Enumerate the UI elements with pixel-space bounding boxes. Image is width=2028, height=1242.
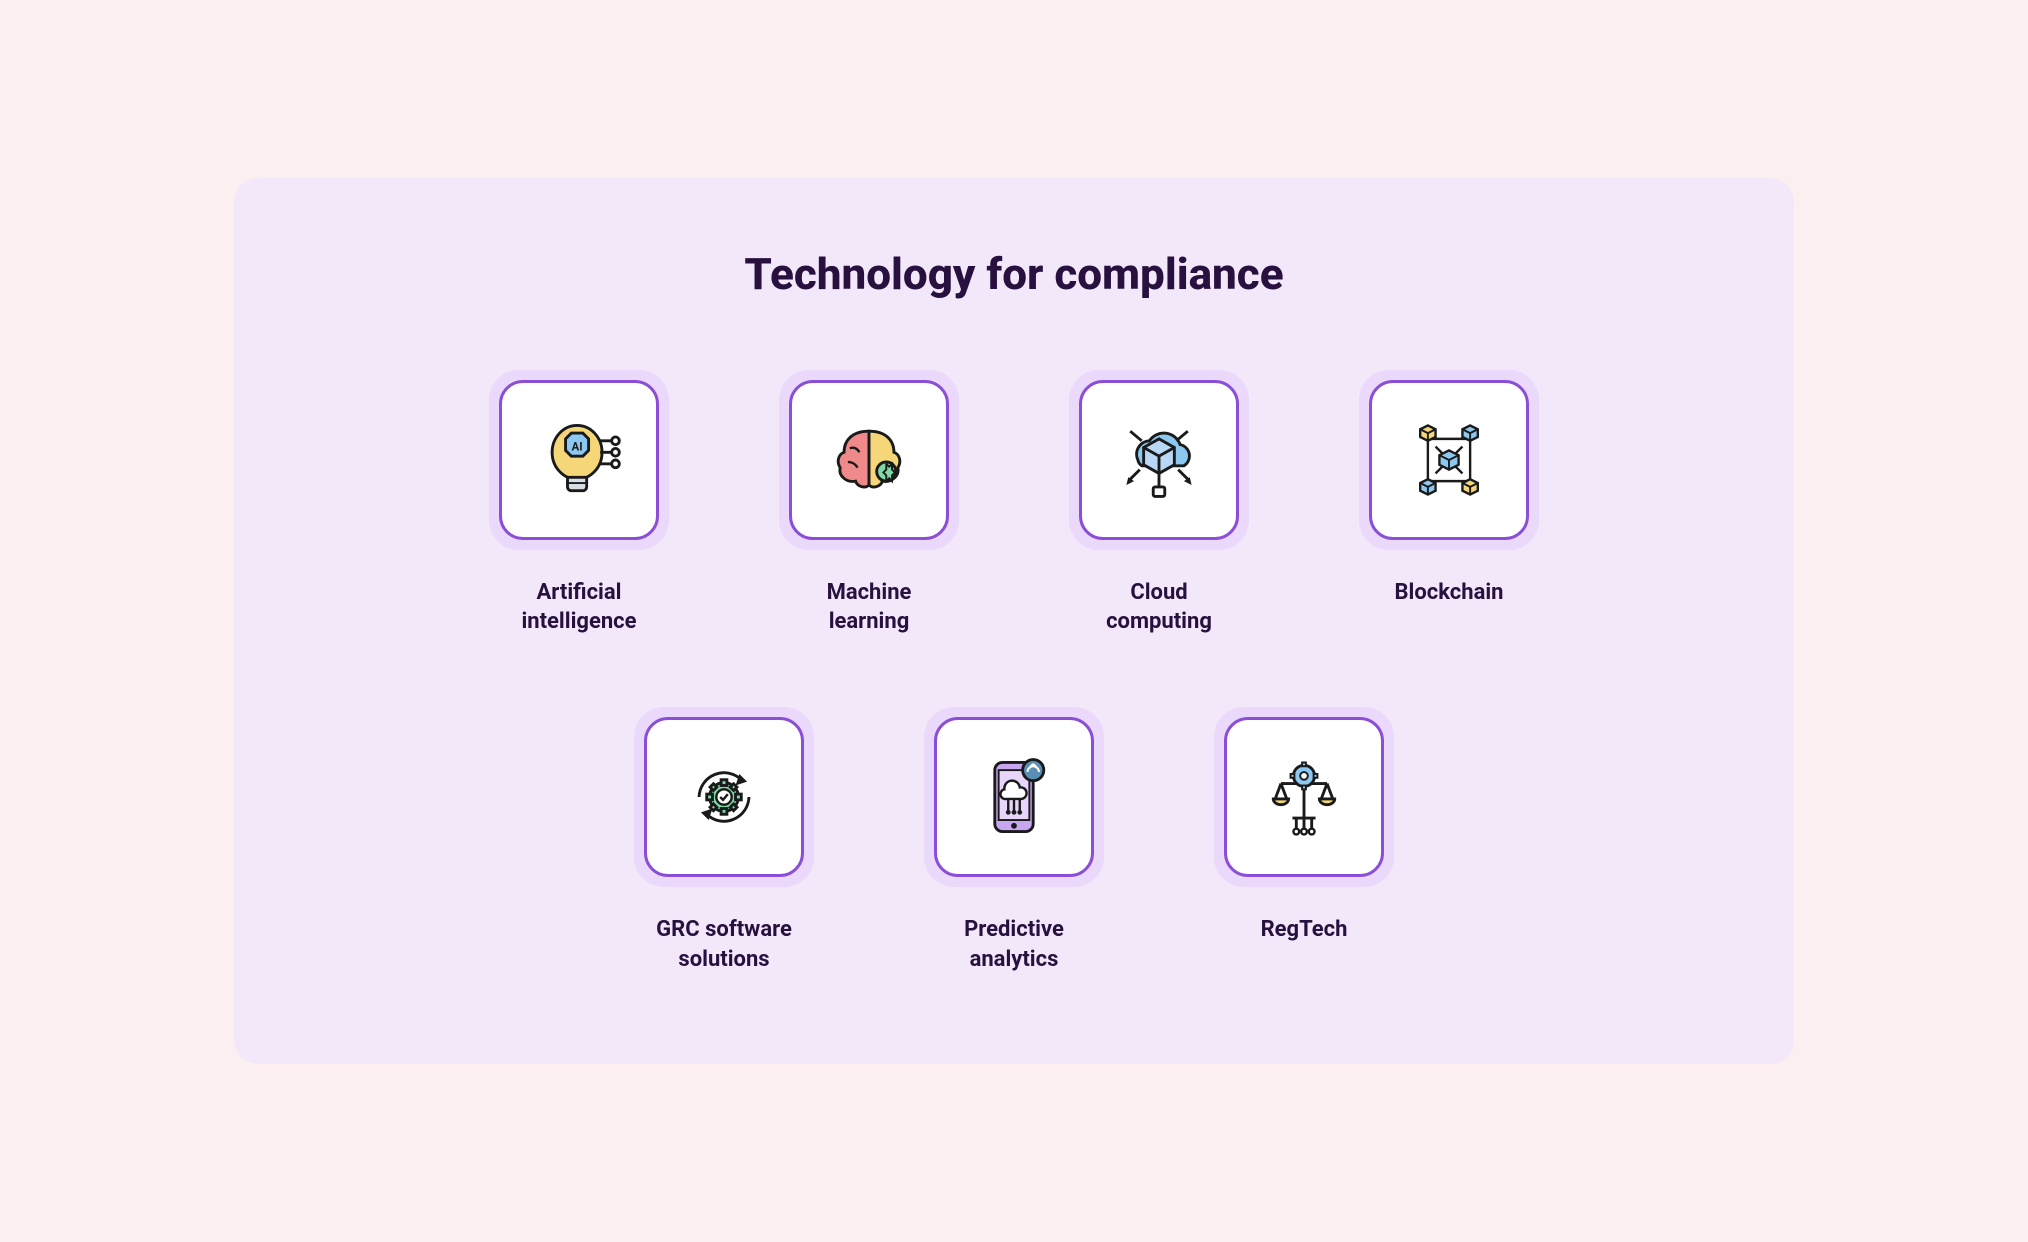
icon-box xyxy=(1079,380,1239,540)
card-label: Artificial intelligence xyxy=(521,578,636,637)
icon-box xyxy=(1224,717,1384,877)
card-ml: Machine learning xyxy=(769,370,969,637)
icon-outer xyxy=(1069,370,1249,550)
page-title: Technology for compliance xyxy=(334,248,1694,300)
scales-gear-icon xyxy=(1256,749,1352,845)
icon-box xyxy=(1369,380,1529,540)
card-regtech: RegTech xyxy=(1204,707,1404,974)
icon-box: AI xyxy=(499,380,659,540)
card-label: Predictive analytics xyxy=(964,915,1064,974)
card-label: Blockchain xyxy=(1395,578,1504,608)
card-label: GRC software solutions xyxy=(656,915,792,974)
card-label: Cloud computing xyxy=(1106,578,1212,637)
blockchain-icon xyxy=(1401,412,1497,508)
icon-outer xyxy=(924,707,1104,887)
icon-box xyxy=(934,717,1094,877)
cloud-cube-icon xyxy=(1111,412,1207,508)
svg-text:AI: AI xyxy=(572,439,583,453)
gear-cycle-icon xyxy=(676,749,772,845)
brain-icon xyxy=(821,412,917,508)
ai-bulb-icon: AI xyxy=(531,412,627,508)
icon-box xyxy=(789,380,949,540)
icon-outer xyxy=(1359,370,1539,550)
icon-box xyxy=(644,717,804,877)
icon-outer: AI xyxy=(489,370,669,550)
icon-outer xyxy=(1214,707,1394,887)
card-label: RegTech xyxy=(1261,915,1348,945)
card-grc: GRC software solutions xyxy=(624,707,824,974)
card-label: Machine learning xyxy=(827,578,912,637)
infographic-panel: Technology for compliance AI xyxy=(234,178,1794,1065)
card-cloud: Cloud computing xyxy=(1059,370,1259,637)
card-blockchain: Blockchain xyxy=(1349,370,1549,637)
row-2: GRC software solutions xyxy=(334,707,1694,974)
icon-outer xyxy=(779,370,959,550)
card-predictive: Predictive analytics xyxy=(914,707,1114,974)
phone-analytics-icon xyxy=(966,749,1062,845)
icon-outer xyxy=(634,707,814,887)
row-1: AI Artificial intelligence xyxy=(334,370,1694,637)
card-ai: AI Artificial intelligence xyxy=(479,370,679,637)
